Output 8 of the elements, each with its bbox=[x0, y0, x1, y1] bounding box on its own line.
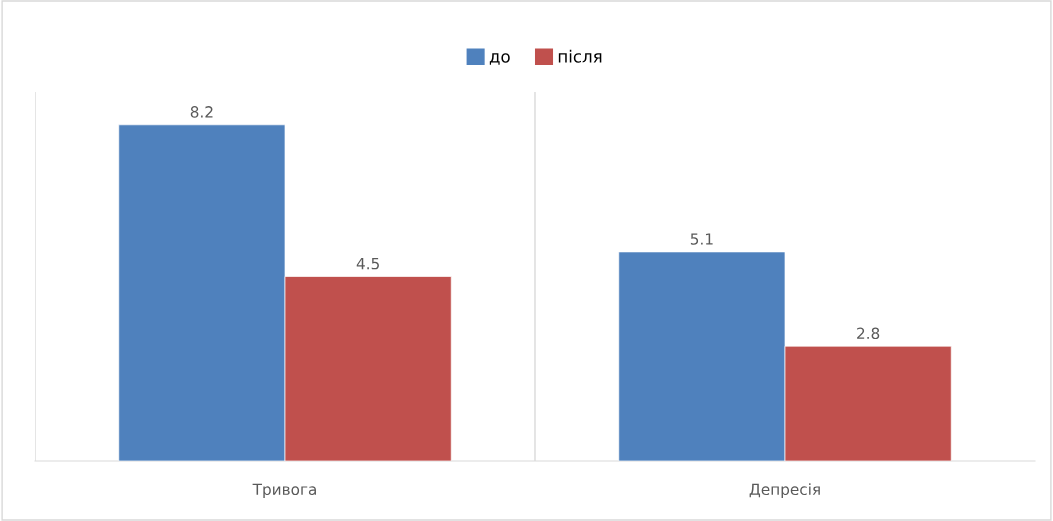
x-tick-label: Тривога bbox=[252, 483, 316, 499]
data-label: 5.1 bbox=[690, 233, 713, 245]
legend-label: після bbox=[558, 49, 602, 63]
data-label: 2.8 bbox=[857, 327, 880, 340]
data-label: 4.5 bbox=[356, 258, 379, 270]
legend-label: до bbox=[489, 53, 510, 65]
x-tick-label: Депресія bbox=[749, 483, 820, 499]
data-label: 8.2 bbox=[190, 106, 213, 118]
